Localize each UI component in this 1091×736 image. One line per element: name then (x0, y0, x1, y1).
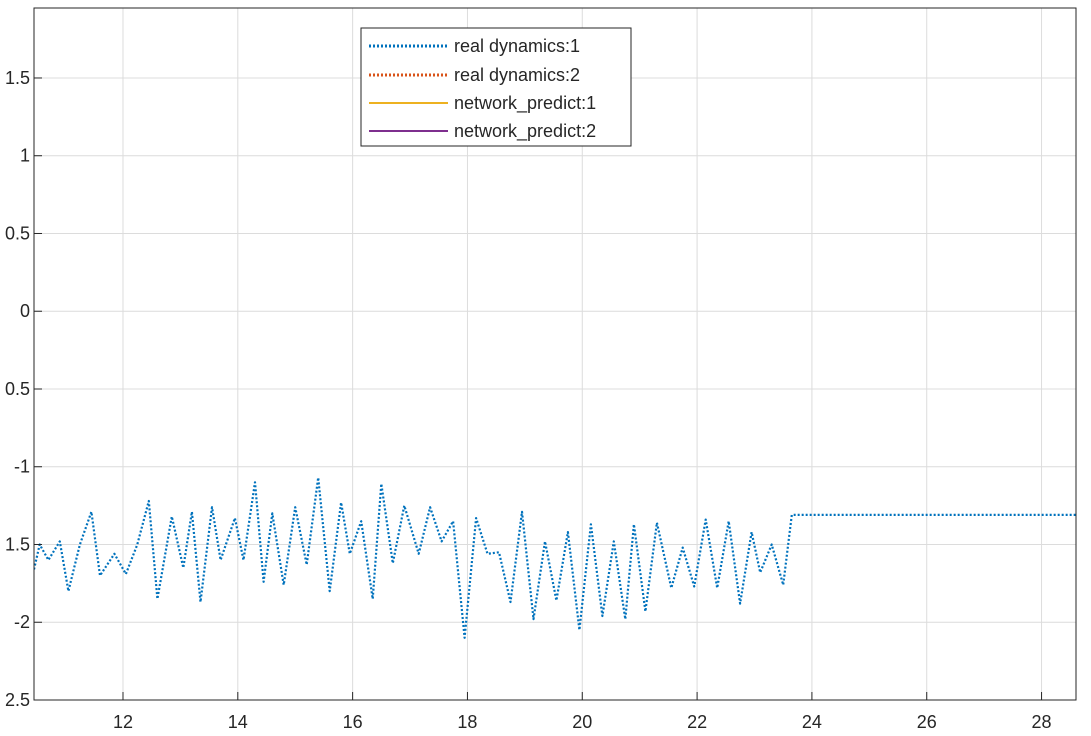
legend-box (360, 27, 632, 147)
x-tick-label: 24 (802, 712, 822, 732)
x-tick-label: 20 (572, 712, 592, 732)
x-tick-label: 18 (457, 712, 477, 732)
legend-entry[interactable]: network_predict:1 (369, 93, 596, 114)
legend-entry[interactable]: real dynamics:2 (369, 65, 580, 85)
x-tick-label: 14 (228, 712, 248, 732)
legend-label: network_predict:1 (454, 93, 596, 114)
y-tick-label: 0 (20, 301, 30, 321)
y-tick-label: 0.5 (5, 223, 30, 243)
y-tick-label: -1 (14, 457, 30, 477)
legend-entry[interactable]: network_predict:2 (369, 121, 596, 142)
y-tick-label: -2 (14, 612, 30, 632)
plot-frame (33, 7, 1077, 701)
x-axis: 12 14 16 18 20 22 24 26 28 (113, 692, 1052, 732)
y-tick-label: 1.5 (5, 68, 30, 88)
legend-entry[interactable]: real dynamics:1 (369, 36, 580, 56)
x-tick-label: 28 (1032, 712, 1052, 732)
y-tick-label: 0.5 (5, 379, 30, 399)
y-axis: 1.5 1 0.5 0 0.5 -1 1.5 -2 2.5 (5, 68, 42, 710)
legend-label: real dynamics:2 (454, 65, 580, 85)
y-tick-label: 1.5 (5, 534, 30, 554)
legend-label: network_predict:2 (454, 121, 596, 142)
series-layer (34, 476, 1076, 639)
series-line-real-dynamics-1 (34, 476, 1076, 639)
x-tick-label: 22 (687, 712, 707, 732)
x-tick-label: 26 (917, 712, 937, 732)
legend-label: real dynamics:1 (454, 36, 580, 56)
y-tick-label: 2.5 (5, 690, 30, 710)
legend[interactable]: real dynamics:1 real dynamics:2 network_… (360, 27, 632, 147)
x-tick-label: 16 (343, 712, 363, 732)
x-tick-label: 12 (113, 712, 133, 732)
y-tick-label: 1 (20, 146, 30, 166)
